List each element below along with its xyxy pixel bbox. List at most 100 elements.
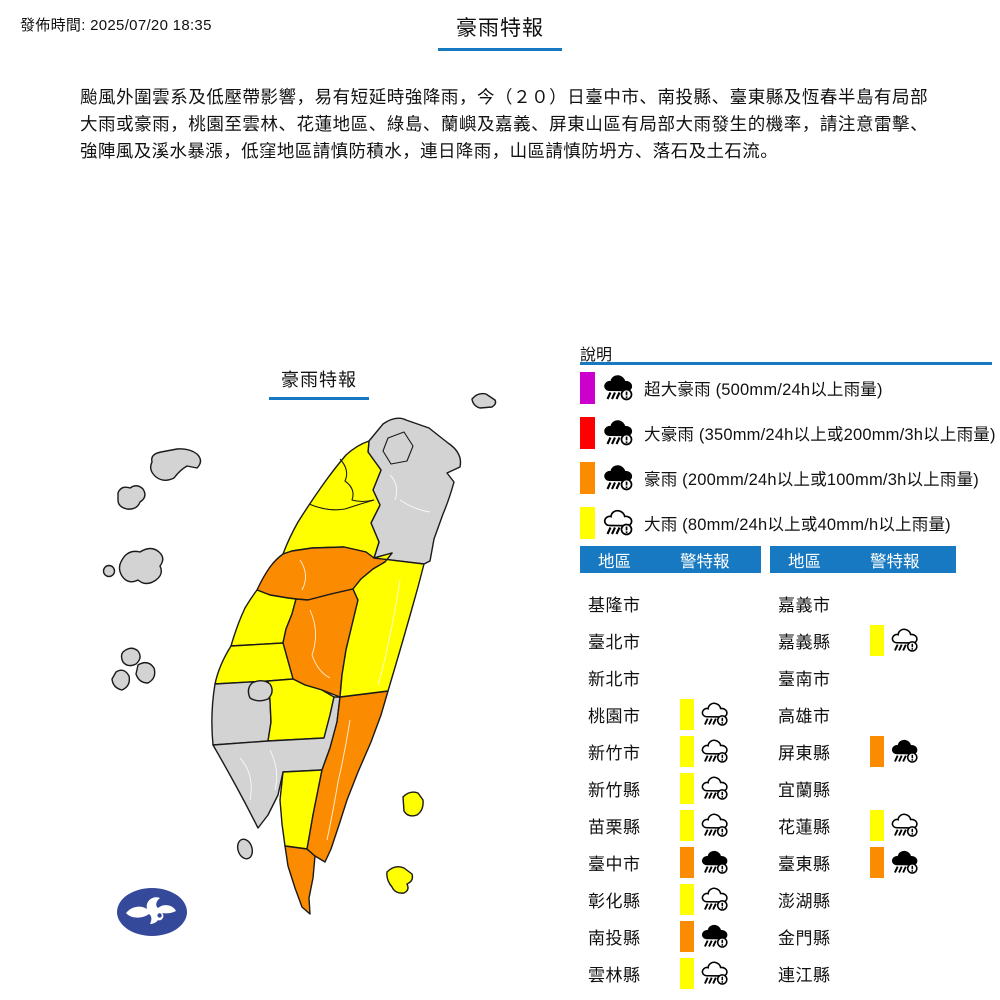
county-name: 連江縣 (778, 966, 831, 985)
map-border-taipei (382, 431, 414, 465)
page-title: 豪雨特報 (438, 12, 562, 51)
table-row: 臺東縣 (770, 844, 956, 881)
legend-color-swatch (580, 371, 595, 404)
light-rain-cloud-icon (699, 958, 730, 989)
dark-rain-cloud-icon (889, 847, 920, 878)
table-row: 南投縣 (580, 918, 761, 955)
map-island-matsu-south (117, 485, 146, 510)
legend-row: 超大豪雨 (500mm/24h以上雨量) (580, 371, 996, 404)
alert-color-bar (680, 810, 694, 841)
map-border-taoyuan-hsinchu (339, 458, 375, 503)
alert-badge (870, 625, 920, 656)
light-rain-cloud-icon (601, 506, 635, 540)
legend-heading: 說明 (580, 347, 613, 364)
map-island-penghu-2 (135, 661, 156, 684)
county-name: 臺東縣 (778, 855, 831, 874)
light-rain-cloud-icon (699, 810, 730, 841)
table-row: 新竹縣 (580, 770, 761, 807)
map-region-hualien (339, 552, 425, 698)
dark-rain-cloud-icon (699, 847, 730, 878)
table-row: 臺中市 (580, 844, 761, 881)
legend: 超大豪雨 (500mm/24h以上雨量) 大豪雨 (350mm/24h以上或20… (580, 371, 996, 551)
alert-color-bar (870, 625, 884, 656)
alert-color-bar (680, 958, 694, 989)
central-weather-bureau-logo (117, 888, 187, 936)
alert-badge (680, 884, 730, 915)
alert-badge (870, 810, 920, 841)
county-name: 花蓮縣 (778, 818, 831, 837)
legend-row: 豪雨 (200mm/24h以上或100mm/3h以上雨量) (580, 461, 996, 494)
legend-color-swatch (580, 461, 595, 494)
map-region-north-yilan (367, 417, 462, 565)
county-name: 嘉義市 (778, 596, 831, 615)
table-row: 花蓮縣 (770, 807, 956, 844)
alert-badge (680, 699, 730, 730)
table-row: 屏東縣 (770, 733, 956, 770)
alert-badge (680, 958, 730, 989)
legend-rule (580, 362, 992, 365)
county-name: 高雄市 (778, 707, 831, 726)
light-rain-cloud-icon (699, 773, 730, 804)
light-rain-cloud-icon (889, 625, 920, 656)
county-name: 雲林縣 (588, 966, 641, 985)
table-row: 嘉義縣 (770, 622, 956, 659)
alert-badge (680, 921, 730, 952)
county-name: 桃園市 (588, 707, 641, 726)
publish-time: 發佈時間: 2025/07/20 18:35 (20, 17, 212, 34)
dark-rain-cloud-icon (601, 461, 635, 495)
county-name: 新竹縣 (588, 781, 641, 800)
legend-label: 大雨 (80mm/24h以上或40mm/h以上雨量) (644, 515, 951, 534)
map-island-liuqiu (236, 838, 254, 860)
map-region-yunlin (214, 642, 294, 685)
map-region-chiayi-city (247, 680, 273, 702)
county-name: 金門縣 (778, 929, 831, 948)
table-row: 新竹市 (580, 733, 761, 770)
offshore-islands (102, 392, 497, 860)
map-region-hengchun (284, 845, 316, 915)
alert-badge (870, 847, 920, 878)
county-name: 南投縣 (588, 929, 641, 948)
county-name: 臺北市 (588, 633, 641, 652)
county-name: 屏東縣 (778, 744, 831, 763)
alert-table-right: 地區 警特報 嘉義市 嘉義縣 臺南市 高雄市 屏東縣 (770, 546, 956, 992)
table-row: 基隆市 (580, 585, 761, 622)
county-regions (211, 417, 462, 915)
light-rain-cloud-icon (699, 884, 730, 915)
alert-color-bar (680, 773, 694, 804)
alert-color-bar (680, 921, 694, 952)
legend-color-swatch (580, 506, 595, 539)
map-title: 豪雨特報 (269, 366, 369, 400)
dark-rain-cloud-icon (889, 736, 920, 767)
table-row: 雲林縣 (580, 955, 761, 992)
alert-badge (680, 810, 730, 841)
map-region-taitung (306, 690, 389, 863)
dark-rain-cloud-icon (601, 416, 635, 450)
alert-color-bar (680, 699, 694, 730)
map-island-orchid (386, 865, 414, 894)
dark-rain-cloud-icon (699, 921, 730, 952)
light-rain-cloud-icon (699, 736, 730, 767)
county-name: 臺中市 (588, 855, 641, 874)
table-row: 高雄市 (770, 696, 956, 733)
map-island-green (402, 791, 424, 817)
dark-rain-cloud-icon (601, 371, 635, 405)
table-row: 彰化縣 (580, 881, 761, 918)
alert-color-bar (870, 736, 884, 767)
county-name: 宜蘭縣 (778, 781, 831, 800)
alert-column-header: 警特報 (870, 552, 920, 571)
county-name: 澎湖縣 (778, 892, 831, 911)
table-row: 桃園市 (580, 696, 761, 733)
alert-badge (870, 736, 920, 767)
legend-row: 大豪雨 (350mm/24h以上或200mm/3h以上雨量) (580, 416, 996, 449)
light-rain-cloud-icon (889, 810, 920, 841)
alert-color-bar (680, 847, 694, 878)
table-row: 嘉義市 (770, 585, 956, 622)
alert-color-bar (870, 847, 884, 878)
map-island-kinmen-islet (102, 564, 116, 578)
advisory-text: 颱風外圍雲系及低壓帶影響，易有短延時強降雨，今（２０）日臺中市、南投縣、臺東縣及… (80, 87, 928, 161)
map-border-hsinchu-miaoli (308, 499, 375, 511)
alert-badge (680, 847, 730, 878)
legend-label: 超大豪雨 (500mm/24h以上雨量) (644, 380, 883, 399)
alert-column-header: 警特報 (680, 552, 730, 571)
table-row: 連江縣 (770, 955, 956, 992)
